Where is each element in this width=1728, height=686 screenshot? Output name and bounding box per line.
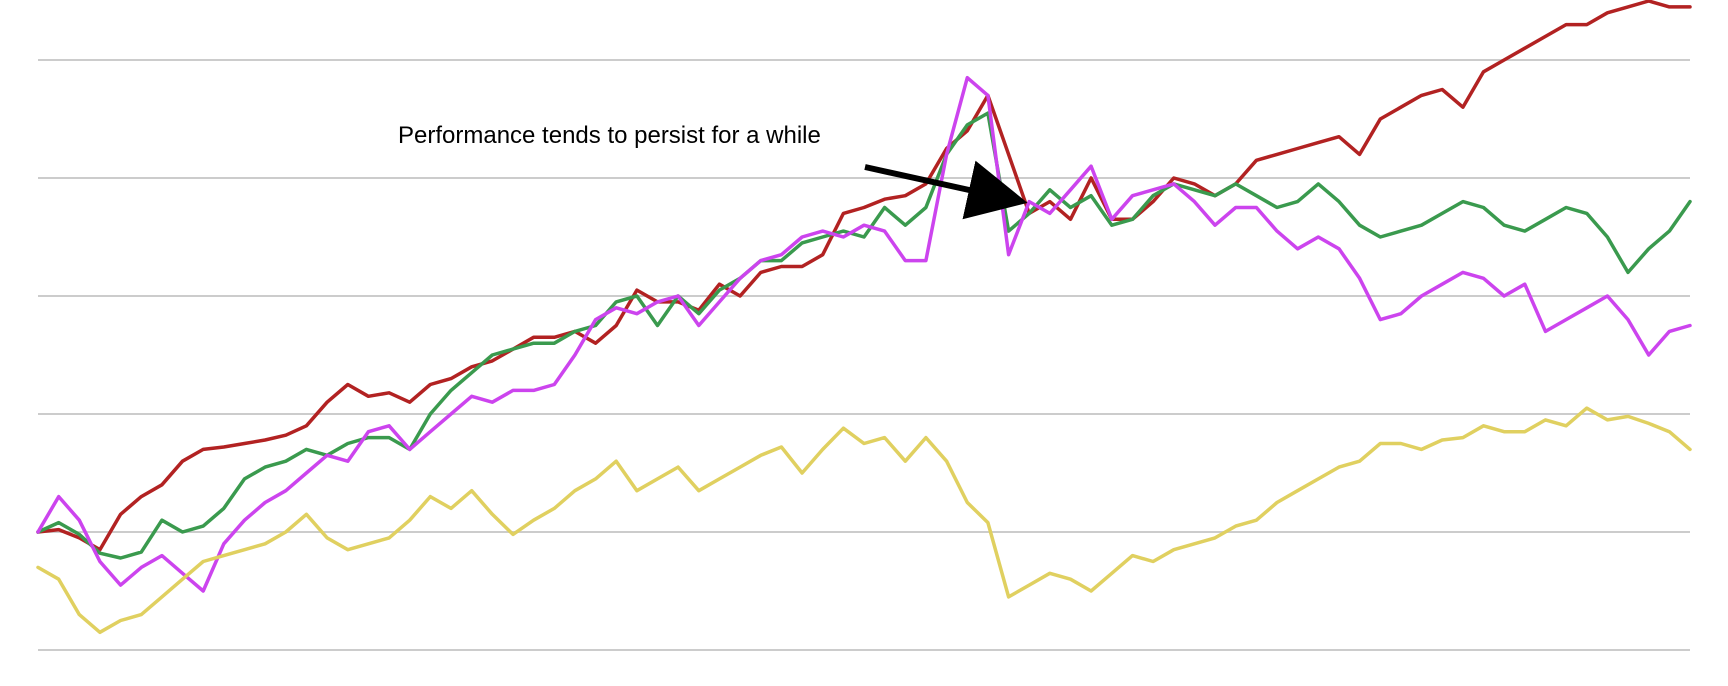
series-line-3 xyxy=(36,75,1692,593)
series-lines xyxy=(36,0,1692,635)
series-line-2 xyxy=(36,111,1692,560)
annotation: Performance tends to persist for a while xyxy=(398,122,1028,220)
gridlines xyxy=(38,59,1690,651)
annotation-arrow xyxy=(864,160,1028,220)
annotation-text: Performance tends to persist for a while xyxy=(398,122,821,149)
series-line-1 xyxy=(36,0,1692,552)
series-line-4 xyxy=(36,406,1692,635)
